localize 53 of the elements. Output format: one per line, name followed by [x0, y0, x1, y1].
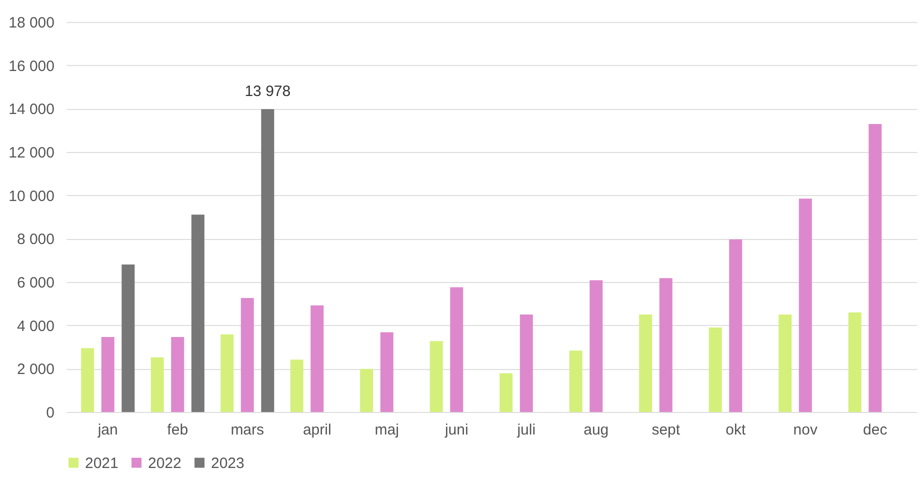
bar: [659, 278, 672, 412]
y-tick-label: 16 000: [8, 58, 54, 75]
bar: [868, 124, 882, 412]
bar: [81, 348, 94, 412]
legend-label: 2021: [85, 454, 118, 472]
x-tick-label: aug: [584, 422, 609, 438]
bar: [430, 341, 443, 412]
y-tick-label: 18 000: [8, 14, 54, 32]
x-tick-label: okt: [726, 422, 746, 438]
y-tick-label: 8 000: [16, 231, 54, 248]
y-tick-label: 4 000: [16, 318, 54, 335]
data-label: 13 978: [244, 83, 291, 100]
bar: [101, 337, 114, 412]
bar: [708, 328, 722, 412]
x-tick-label: nov: [793, 422, 818, 438]
bar: [450, 287, 464, 412]
x-tick-label: feb: [167, 422, 188, 438]
bar: [191, 214, 204, 412]
bar: [220, 334, 234, 412]
bar: [380, 332, 394, 412]
bar: [569, 350, 582, 412]
y-tick-label: 12 000: [8, 144, 54, 162]
bar: [848, 312, 862, 412]
bar: [122, 264, 135, 412]
y-tick-label: 0: [46, 404, 54, 422]
bar: [729, 239, 742, 412]
x-tick-label: juni: [444, 422, 468, 438]
bar: [590, 280, 603, 412]
bar: [261, 109, 274, 412]
bar: [310, 305, 324, 412]
bar: [360, 368, 374, 412]
x-tick-label: maj: [374, 422, 399, 438]
y-tick-label: 14 000: [8, 101, 54, 118]
bar: [171, 337, 184, 412]
bar: [240, 298, 254, 412]
y-tick-label: 6 000: [16, 274, 54, 292]
bar: [150, 357, 164, 412]
bar: [520, 314, 533, 412]
x-tick-label: sept: [652, 422, 681, 438]
legend-label: 2022: [148, 454, 182, 472]
bar: [798, 198, 812, 412]
x-tick-label: mars: [230, 422, 264, 438]
bar: [500, 373, 513, 412]
x-tick-label: dec: [863, 422, 888, 438]
x-tick-label: jan: [96, 422, 118, 438]
legend-label: 2023: [211, 454, 244, 472]
bar: [639, 314, 652, 412]
x-tick-label: juli: [516, 422, 536, 438]
bar: [778, 314, 792, 412]
y-tick-label: 2 000: [16, 361, 54, 378]
bar: [290, 360, 304, 412]
x-tick-label: april: [302, 422, 332, 438]
y-tick-label: 10 000: [8, 188, 54, 205]
